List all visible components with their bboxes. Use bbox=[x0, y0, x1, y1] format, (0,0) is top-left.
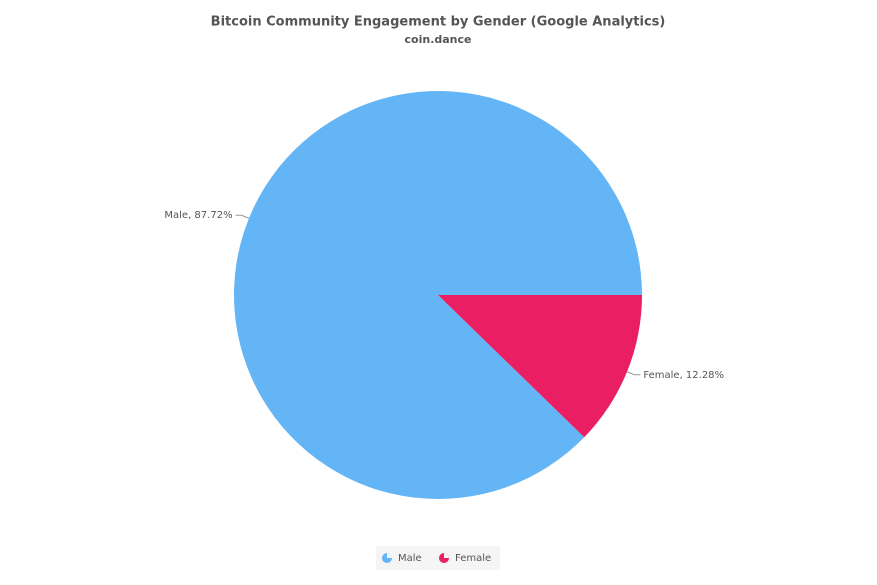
chart-subtitle: coin.dance bbox=[405, 33, 472, 46]
legend-box bbox=[376, 546, 500, 570]
legend-icon-cut bbox=[387, 553, 392, 558]
label-leader bbox=[235, 214, 250, 219]
data-label: Female, 12.28% bbox=[643, 370, 724, 381]
chart-title: Bitcoin Community Engagement by Gender (… bbox=[211, 15, 666, 30]
legend-icon-cut bbox=[444, 553, 449, 558]
legend-label[interactable]: Male bbox=[398, 553, 422, 564]
data-label: Male, 87.72% bbox=[164, 210, 232, 221]
pie-slice bbox=[438, 295, 642, 438]
legend-label[interactable]: Female bbox=[455, 553, 491, 564]
label-leader bbox=[626, 371, 641, 376]
